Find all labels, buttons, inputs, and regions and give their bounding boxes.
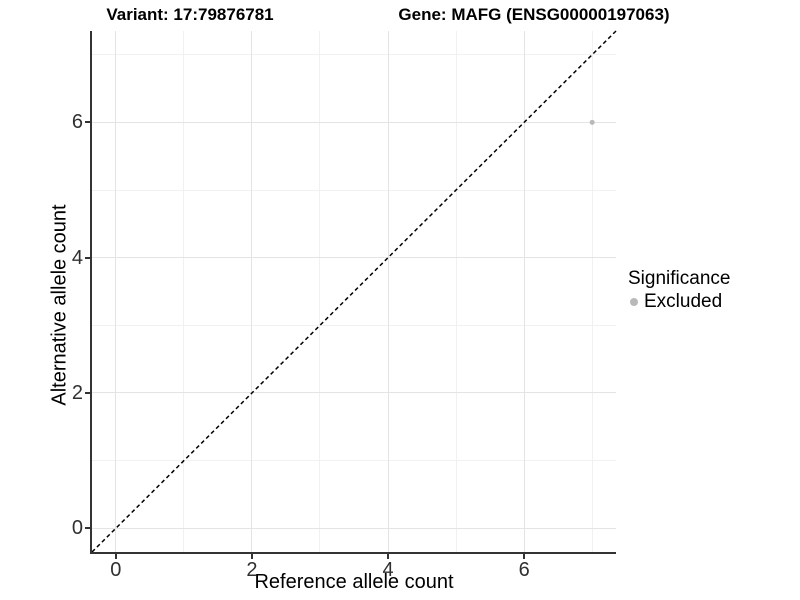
x-axis-line bbox=[90, 552, 616, 554]
x-tick-label: 4 bbox=[382, 559, 394, 581]
y-tick-mark bbox=[85, 121, 90, 124]
x-tick-mark bbox=[387, 554, 390, 559]
gridline-y-major bbox=[92, 527, 616, 529]
x-tick-label: 0 bbox=[110, 559, 122, 581]
gridline-x-minor bbox=[455, 31, 457, 552]
variant-title: Variant: 17:79876781 bbox=[106, 5, 274, 24]
y-tick-mark bbox=[85, 527, 90, 530]
gridline-y-minor bbox=[92, 189, 616, 191]
y-tick-label: 2 bbox=[71, 381, 83, 404]
plot-overlay bbox=[91, 30, 617, 553]
gene-title: Gene: MAFG (ENSG00000197063) bbox=[398, 5, 670, 24]
y-tick-mark bbox=[85, 391, 90, 394]
gridline-x-major bbox=[523, 31, 525, 552]
x-tick-mark bbox=[250, 554, 253, 559]
gridline-x-major bbox=[115, 31, 117, 552]
legend: Significance Excluded bbox=[628, 268, 730, 312]
x-tick-mark bbox=[523, 554, 526, 559]
legend-entry-label: Excluded bbox=[644, 291, 723, 312]
gridline-y-minor bbox=[92, 460, 616, 462]
x-axis-title: Reference allele count bbox=[254, 571, 454, 593]
x-tick-label: 6 bbox=[518, 559, 530, 581]
gridline-x-major bbox=[251, 31, 253, 552]
gridline-y-major bbox=[92, 257, 616, 259]
gridline-y-minor bbox=[92, 54, 616, 56]
y-axis-line bbox=[90, 31, 92, 554]
identity-line bbox=[91, 30, 617, 553]
y-tick-label: 6 bbox=[71, 111, 83, 134]
plot-panel bbox=[91, 30, 617, 553]
gridline-x-minor bbox=[319, 31, 321, 552]
legend-title: Significance bbox=[628, 268, 731, 289]
x-tick-label: 2 bbox=[246, 559, 258, 581]
gridline-x-major bbox=[387, 31, 389, 552]
y-tick-label: 0 bbox=[71, 517, 83, 540]
gridline-y-minor bbox=[92, 324, 616, 326]
x-tick-mark bbox=[114, 554, 117, 559]
gridline-y-major bbox=[92, 392, 616, 394]
legend-entry-excluded: Excluded bbox=[628, 292, 730, 312]
y-tick-mark bbox=[85, 256, 90, 259]
gridline-y-major bbox=[92, 121, 616, 123]
gridline-x-minor bbox=[183, 31, 185, 552]
gridline-x-minor bbox=[591, 31, 593, 552]
y-axis-title: Alternative allele count bbox=[48, 204, 71, 406]
data-point bbox=[589, 119, 595, 125]
y-tick-label: 4 bbox=[71, 246, 83, 269]
legend-point-icon bbox=[630, 298, 638, 306]
